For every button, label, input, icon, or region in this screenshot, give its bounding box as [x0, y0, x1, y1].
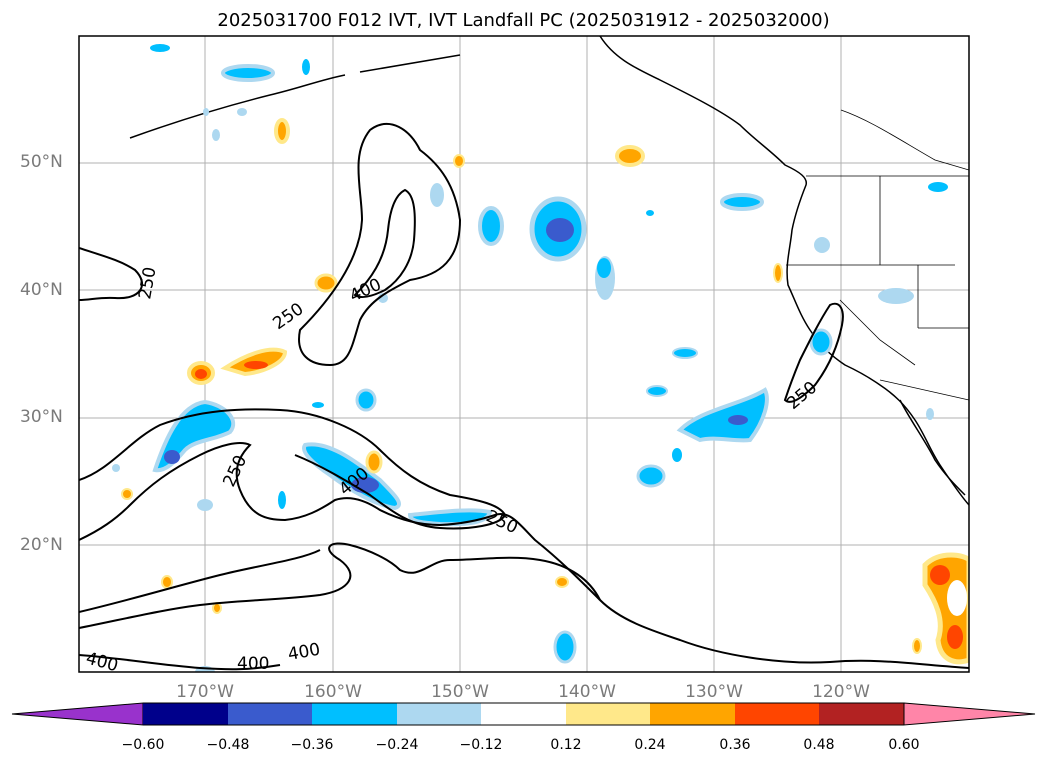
contour-label: 400 [347, 275, 385, 307]
colorbar-tick: 0.36 [719, 737, 751, 753]
colorbar-segment [566, 703, 650, 725]
colorbar [11, 702, 1036, 726]
colorbar-tick: 0.60 [888, 737, 920, 753]
lat-label-30n: 30°N [20, 407, 63, 427]
colorbar-extend-max [903, 702, 1036, 726]
colorbar-segment [143, 703, 228, 725]
lon-label-170w: 170°W [176, 682, 234, 702]
colorbar-tick: 0.48 [803, 737, 835, 753]
colorbar-segment [735, 703, 819, 725]
positive-anomalies [121, 118, 969, 665]
colorbar-tick: −0.60 [121, 737, 165, 753]
contour-label: 250 [219, 452, 251, 490]
colorbar-segment [481, 703, 566, 725]
coastline [129, 36, 969, 506]
colorbar-tick: −0.48 [206, 737, 250, 753]
lon-label-120w: 120°W [812, 682, 870, 702]
contour-label: 400 [84, 649, 121, 677]
contour-label: 400 [237, 654, 269, 674]
colorbar-segment [312, 703, 397, 725]
ivt-contours [79, 123, 969, 671]
map-frame [78, 35, 970, 673]
colorbar-segment [397, 703, 481, 725]
colorbar-tick: −0.12 [459, 737, 503, 753]
lon-label-150w: 150°W [431, 682, 489, 702]
lat-label-50n: 50°N [20, 152, 63, 172]
contour-label: 250 [483, 506, 521, 538]
contour-label: 250 [135, 265, 160, 300]
lat-label-40n: 40°N [20, 280, 63, 300]
colorbar-segment [650, 703, 735, 725]
map-content: 250 250 400 250 250 400 250 400 400 400 [79, 36, 969, 677]
colorbar-tick: −0.36 [290, 737, 334, 753]
negative-anomalies [112, 44, 948, 672]
colorbar-tick: 0.24 [634, 737, 666, 753]
colorbar-tick: 0.12 [550, 737, 582, 753]
lat-label-20n: 20°N [20, 535, 63, 555]
map-title: 2025031700 F012 IVT, IVT Landfall PC (20… [217, 10, 830, 31]
lon-label-130w: 130°W [685, 682, 743, 702]
colorbar-segment [819, 703, 904, 725]
colorbar-segment [228, 703, 312, 725]
lon-label-160w: 160°W [304, 682, 362, 702]
colorbar-tick: −0.24 [375, 737, 419, 753]
contour-labels: 250 250 400 250 250 400 250 400 400 400 [84, 265, 821, 677]
state-borders [786, 109, 969, 401]
contour-label: 400 [286, 640, 321, 665]
lon-label-140w: 140°W [558, 682, 616, 702]
colorbar-extend-min [11, 702, 144, 726]
